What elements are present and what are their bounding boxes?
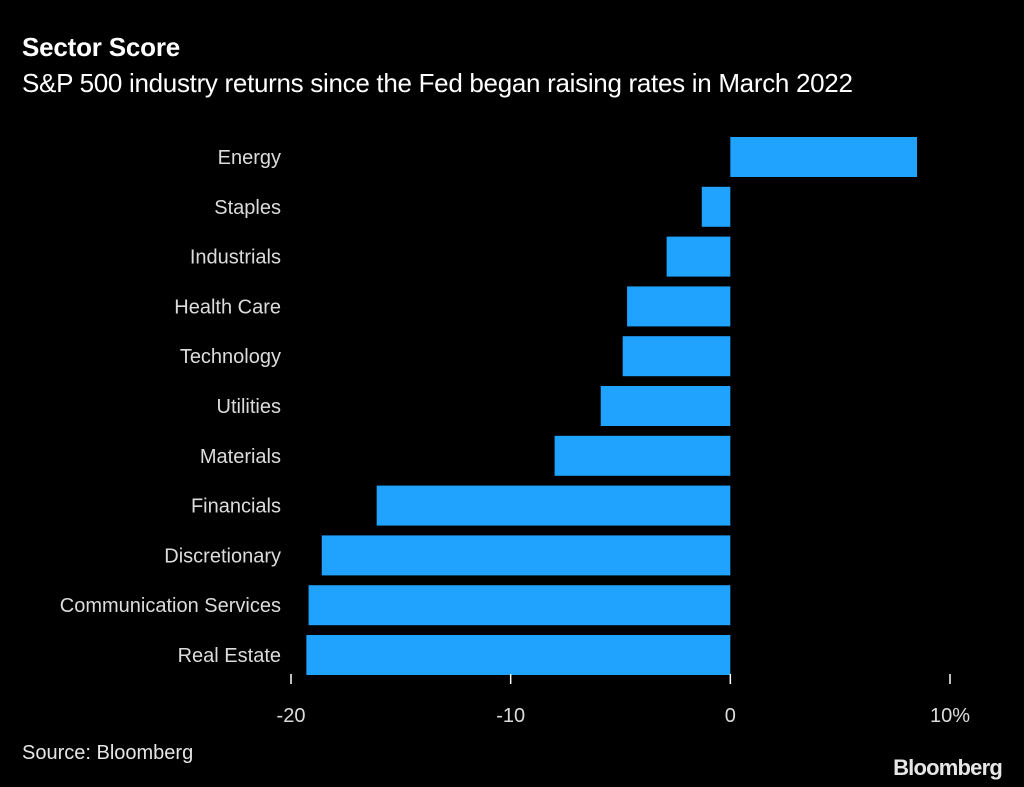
bar-industrials	[666, 236, 731, 277]
category-label: Health Care	[174, 296, 281, 318]
category-label: Industrials	[190, 247, 281, 269]
bar-communication-services	[308, 585, 731, 626]
bar-staples	[701, 186, 731, 227]
category-label: Financials	[191, 496, 281, 518]
bar-financials	[376, 485, 731, 526]
category-label: Materials	[200, 446, 281, 468]
source-note: Source: Bloomberg	[22, 742, 194, 764]
category-label: Technology	[180, 346, 281, 368]
bar-energy	[730, 137, 918, 177]
bar-technology	[622, 336, 731, 377]
category-label: Communication Services	[60, 595, 281, 617]
bar-real-estate	[306, 635, 731, 675]
bar-utilities	[600, 386, 731, 426]
x-tick-label: -10	[496, 705, 525, 727]
category-label: Staples	[214, 197, 281, 219]
x-tick-label: -20	[277, 705, 306, 727]
chart-title: Sector Score	[22, 32, 181, 62]
category-label: Discretionary	[164, 545, 281, 567]
x-tick-label: 0	[725, 705, 736, 727]
x-tick-label: 10%	[930, 705, 970, 727]
category-label: Utilities	[217, 396, 281, 418]
bar-discretionary	[321, 535, 731, 576]
category-label: Energy	[218, 147, 281, 169]
chart-subtitle: S&P 500 industry returns since the Fed b…	[22, 68, 853, 98]
bar-materials	[554, 435, 731, 476]
category-label: Real Estate	[178, 645, 281, 667]
bar-health-care	[627, 286, 731, 327]
bloomberg-logo: Bloomberg	[893, 755, 1003, 780]
